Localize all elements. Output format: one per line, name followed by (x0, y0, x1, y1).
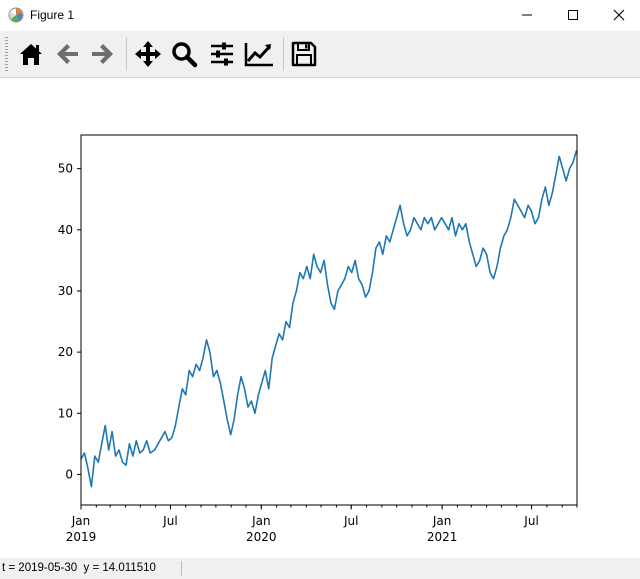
x-tick-label: Jul (343, 514, 358, 528)
y-tick-label: 40 (58, 223, 73, 237)
floppy-disk-icon (291, 41, 317, 67)
x-tick-label: Jul (523, 514, 538, 528)
y-tick-label: 0 (65, 467, 73, 481)
zoom-button[interactable] (167, 37, 201, 71)
y-tick-label: 20 (58, 345, 73, 359)
toolbar-separator (283, 37, 284, 71)
status-bar: t = 2019-05-30 y = 14.011510 (0, 558, 640, 579)
matplotlib-app-icon (8, 7, 24, 23)
arrow-left-icon (57, 44, 78, 64)
move-icon (135, 41, 161, 67)
arrow-right-icon (92, 44, 113, 64)
cursor-coordinates: t = 2019-05-30 y = 14.011510 (2, 562, 156, 574)
status-divider (181, 561, 182, 576)
y-tick-label: 30 (58, 284, 73, 298)
home-button[interactable] (14, 37, 48, 71)
figure-canvas[interactable]: 0 10 20 30 40 50 Jan 2019 Jul Jan 2020 Jul Jan 2021 Ju… (0, 78, 640, 558)
axes-frame (80, 134, 578, 506)
x-tick-label: Jan (251, 514, 271, 528)
x-tick-year-label: 2020 (246, 530, 277, 544)
x-tick-label: Jan (71, 514, 91, 528)
x-tick-label: Jul (162, 514, 177, 528)
x-tick-year-label: 2021 (427, 530, 458, 544)
y-tick-label: 10 (58, 406, 73, 420)
x-tick-year-label: 2019 (66, 530, 97, 544)
minimize-button[interactable] (504, 0, 550, 30)
subplots-button[interactable] (205, 37, 239, 71)
maximize-icon (568, 10, 578, 20)
edit-axes-button[interactable] (242, 37, 276, 71)
save-button[interactable] (287, 37, 321, 71)
toolbar-grip[interactable] (5, 37, 8, 71)
pan-button[interactable] (131, 37, 165, 71)
close-icon (613, 9, 625, 21)
line-chart-icon (244, 43, 273, 67)
y-tick-label: 50 (58, 162, 73, 176)
title-bar: Figure 1 (0, 0, 640, 30)
back-button[interactable] (50, 37, 84, 71)
home-icon (20, 44, 42, 65)
close-button[interactable] (596, 0, 640, 30)
maximize-button[interactable] (550, 0, 596, 30)
window-title: Figure 1 (30, 8, 75, 22)
series-line (80, 150, 578, 488)
navigation-toolbar (0, 31, 640, 78)
toolbar-separator (126, 37, 127, 71)
minimize-icon (522, 14, 532, 16)
magnifier-icon (172, 42, 198, 68)
x-tick-label: Jan (432, 514, 452, 528)
forward-button[interactable] (86, 37, 120, 71)
line-chart: 0 10 20 30 40 50 Jan 2019 Jul Jan 2020 Jul Jan 2021 Ju… (58, 134, 578, 544)
sliders-icon (211, 42, 233, 66)
